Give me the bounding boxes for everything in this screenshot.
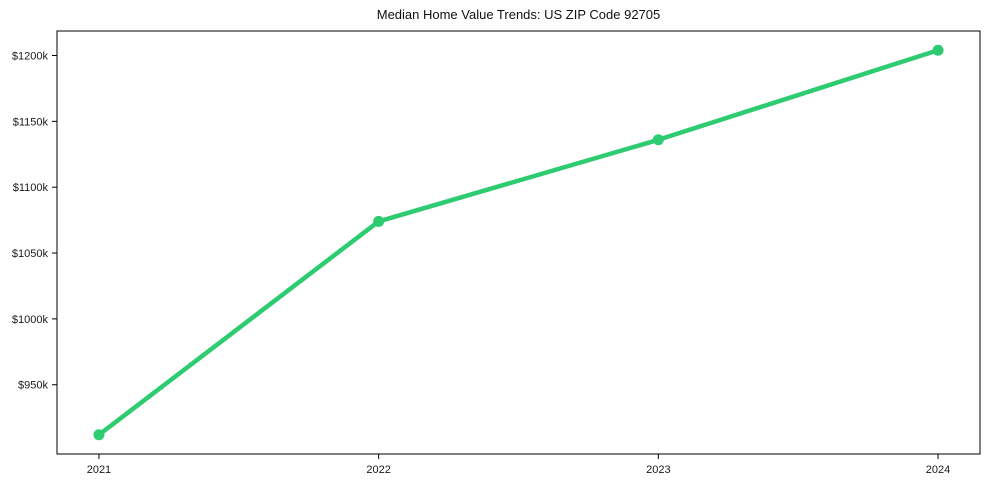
y-axis-tick-label: $950k	[18, 380, 48, 392]
data-point-marker	[373, 215, 385, 227]
chart-title: Median Home Value Trends: US ZIP Code 92…	[376, 7, 661, 22]
y-axis-tick-label: $1150k	[13, 116, 49, 128]
x-axis-tick-label: 2021	[87, 464, 111, 476]
data-point-marker	[93, 429, 105, 441]
y-axis-tick-label: $1100k	[13, 182, 49, 194]
plot-frame	[56, 30, 981, 455]
x-axis-tick-label: 2024	[926, 464, 950, 476]
data-point-marker	[932, 44, 944, 56]
x-axis-tick-label: 2023	[646, 464, 670, 476]
y-axis-tick-label: $1200k	[12, 50, 49, 62]
y-axis-tick-label: $1050k	[12, 248, 49, 260]
data-point-marker	[652, 134, 664, 146]
y-axis-tick-label: $1000k	[12, 314, 49, 326]
trend-line	[96, 47, 941, 438]
x-axis-tick-label: 2022	[366, 464, 390, 476]
